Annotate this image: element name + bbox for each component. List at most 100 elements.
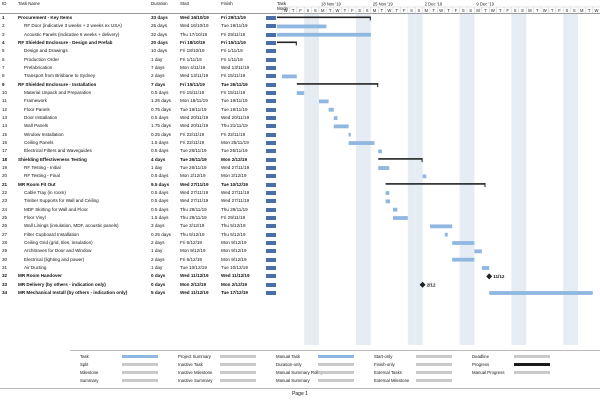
table-row[interactable]: 18 Shielding Effectiveness Testing 4 days T… (0, 156, 276, 164)
table-row[interactable]: 2 RF Door (indicative 3 weeks + 2 weeks e… (0, 22, 276, 30)
task-start: Wed 11/12/19 (180, 273, 209, 279)
table-row[interactable]: 23 Timber Supports for Wall and Ceiling 0.… (0, 197, 276, 205)
table-row[interactable]: 33 MR Delivery (by others - indication on… (0, 281, 276, 289)
legend-item: Inactive Task (178, 362, 203, 367)
task-mode-icon (266, 82, 276, 87)
task-duration: 0 days (151, 281, 166, 287)
task-finish: Fri 29/11/19 (221, 31, 246, 37)
table-row[interactable]: 31 Air Ducting 1 day Tue 10/12/19 Tue 10/12/… (0, 264, 276, 272)
legend-item: Project Summary (178, 354, 211, 359)
table-row[interactable]: 28 Ceiling Grid (grid, tiles, insulation)… (0, 239, 276, 247)
weekend-shade (563, 14, 571, 345)
page-footer: Page 1 (0, 388, 600, 398)
task-id: 17 (2, 148, 8, 154)
day-label: S (358, 8, 361, 13)
task-name: Acoustic Panels (indicative 6 weeks + de… (24, 31, 120, 37)
task-bar (385, 191, 390, 195)
table-row[interactable]: 10 Material Unpack and Preparation 0.5 day… (0, 89, 276, 97)
day-label: M (373, 8, 377, 13)
legend-item: Inactive Summary (178, 378, 213, 383)
legend-swatch (416, 355, 452, 358)
task-finish: Fri 15/11/19 (221, 73, 246, 79)
task-name: Production Order (24, 56, 59, 62)
day-label: F (558, 8, 561, 13)
legend-swatch (220, 355, 256, 358)
task-id: 3 (2, 31, 5, 37)
table-row[interactable]: 34 MR Mechanical Install (by others - ind… (0, 289, 276, 297)
task-name: MR Room Fit Out (18, 181, 56, 187)
task-mode-icon (266, 132, 276, 137)
table-row[interactable]: 12 Floor Panels 0.75 days Tue 19/11/19 Tue 1… (0, 106, 276, 114)
task-duration: 0.25 days (151, 131, 171, 137)
task-mode-icon (266, 124, 276, 129)
task-mode-icon (266, 74, 276, 79)
task-bar (348, 141, 375, 145)
legend-item: Progress (472, 362, 490, 367)
table-row[interactable]: 22 Cable Tray (in room) 0.5 days Wed 27/11/… (0, 189, 276, 197)
table-row[interactable]: 13 Door Installation 0.5 days Wed 20/11/19 W… (0, 114, 276, 122)
legend-item: Split (80, 362, 89, 367)
table-row[interactable]: 19 RF Testing - Initial 1 day Tue 26/11/19 W… (0, 164, 276, 172)
legend-item: Manual Task (276, 354, 301, 359)
task-finish: Fri 29/11/19 (221, 214, 246, 220)
legend-swatch (318, 379, 354, 382)
task-finish: Wed 27/11/19 (221, 164, 250, 170)
task-start: Tue 26/11/19 (180, 156, 207, 162)
task-duration: 0.75 days (151, 106, 171, 112)
table-row[interactable]: 32 MR Room Handover 0 days Wed 11/12/19 Wed … (0, 272, 276, 280)
task-id: 34 (2, 289, 8, 295)
table-row[interactable]: 15 Window Installation 0.25 days Fri 22/11/… (0, 131, 276, 139)
table-row[interactable]: 9 RF Shielded Enclosure - Installation 7 d… (0, 81, 276, 89)
task-finish: Thu 5/12/19 (221, 223, 246, 229)
week-label: 9 Dec '19 (476, 2, 494, 7)
table-header: ID Task Name Duration Start Finish Task … (0, 0, 600, 14)
task-id: 13 (2, 114, 8, 120)
task-id: 2 (2, 23, 5, 29)
task-duration: 1 day (151, 248, 163, 254)
task-finish: Tue 19/11/19 (221, 106, 248, 112)
table-row[interactable]: 14 Wall Panels 1.75 days Wed 20/11/19 Thu 21… (0, 122, 276, 130)
task-id: 1 (2, 15, 5, 20)
task-bar (333, 124, 349, 129)
task-name: Timber Supports for Wall and Ceiling (24, 198, 99, 204)
table-row[interactable]: 6 Production Order 1 day Fri 1/11/19 Fri 1/1… (0, 56, 276, 64)
day-label: F (506, 8, 509, 13)
table-row[interactable]: 20 RF Testing - Final 0.5 days Mon 2/12/19 M… (0, 172, 276, 180)
task-start: Wed 20/11/19 (180, 123, 209, 129)
table-row[interactable]: 25 Floor Vinyl 1.5 days Thu 28/11/19 Fri 29/… (0, 214, 276, 222)
legend-item: Deadline (472, 354, 489, 359)
task-mode-icon (266, 199, 276, 204)
task-id: 33 (2, 281, 8, 287)
task-mode-icon (266, 90, 276, 95)
table-row[interactable]: 8 Transport from Brisbane to Sydney 2 days… (0, 72, 276, 80)
task-name: RF Shielded Enclosure - Installation (18, 81, 97, 87)
task-duration: 25 days (151, 23, 168, 29)
table-row[interactable]: 30 Electrical (lighting and power) 2 days F… (0, 256, 276, 264)
table-row[interactable]: 21 MR Room Fit Out 9.5 days Wed 27/11/19 Tue… (0, 181, 276, 189)
task-start: Wed 27/11/19 (180, 181, 209, 187)
task-start: Wed 27/11/19 (180, 198, 209, 204)
table-row[interactable]: 4 RF Shielded Enclosure - Design and Pref… (0, 39, 276, 47)
table-row[interactable]: 11 Framework 1.25 days Mon 18/11/19 Tue 19/1… (0, 97, 276, 105)
legend-swatch (220, 371, 256, 374)
table-row[interactable]: 16 Ceiling Panels 1.5 days Fri 22/11/19 Mon … (0, 139, 276, 147)
table-row[interactable]: 24 MDF Skirting for Wall and Floor 0.5 day… (0, 206, 276, 214)
table-row[interactable]: 5 Design and Drawings 10 days Fri 18/10/19 F… (0, 47, 276, 55)
table-row[interactable]: 3 Acoustic Panels (indicative 6 weeks + d… (0, 31, 276, 39)
task-bar (430, 224, 453, 229)
task-name: Procurement - Key Items (18, 15, 73, 20)
table-row[interactable]: 27 Filter Cupboard Installation 0.25 days T… (0, 231, 276, 239)
table-row[interactable]: 1 Procurement - Key Items 33 days Wed 16/10… (0, 14, 276, 22)
task-name: Door Installation (24, 114, 58, 120)
task-duration: 2 days (151, 239, 165, 245)
task-bar (444, 232, 448, 237)
task-mode-icon (266, 24, 276, 29)
task-name: Ceiling Panels (24, 139, 54, 145)
table-row[interactable]: 26 Wall Linings (insulation, MDF, acousti… (0, 222, 276, 230)
table-row[interactable]: 7 Prefabrication 7 days Mon 4/11/19 Wed 13/1… (0, 64, 276, 72)
task-duration: 1.5 days (151, 139, 169, 145)
task-id: 31 (2, 264, 8, 270)
table-row[interactable]: 17 Electrical Filters and Waveguides 0.5 d… (0, 147, 276, 155)
task-mode-icon (266, 282, 276, 287)
table-row[interactable]: 29 Architraves for Door and Window 1 day Mo… (0, 247, 276, 255)
